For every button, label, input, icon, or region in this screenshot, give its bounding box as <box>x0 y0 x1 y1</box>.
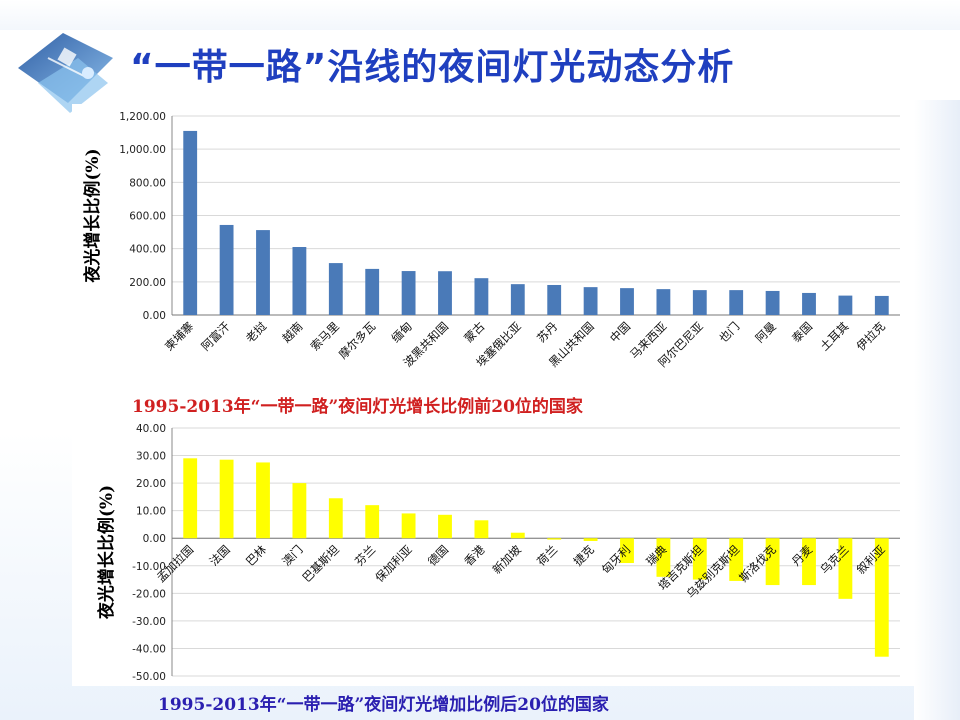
bottom-chart-caption: 1995-2013年“一带一路”夜间灯光增加比例后20位的国家 <box>158 695 609 715</box>
x-category-label: 香港 <box>461 542 488 569</box>
bar <box>874 538 889 657</box>
bar <box>547 284 562 315</box>
bar <box>583 287 598 315</box>
x-category-label: 蒙古 <box>461 319 487 345</box>
chart-panel-bottom: -50.00 -40.00 -30.00 -20.00 -10.00 0.00 10.00 2… <box>72 418 914 686</box>
bar <box>838 295 853 315</box>
bar <box>183 458 198 539</box>
y-axis-title: 夜光增长比例(%) <box>82 148 103 283</box>
bar <box>438 271 452 315</box>
y-tick-label: 30.00 <box>136 451 166 463</box>
bar <box>510 284 525 315</box>
y-tick-label: -30.00 <box>132 616 166 628</box>
x-category-label: 土耳其 <box>817 319 851 353</box>
y-tick-label: 10.00 <box>136 506 166 518</box>
bar <box>256 230 270 315</box>
x-category-label: 德国 <box>425 542 451 568</box>
y-tick-label: -50.00 <box>132 671 166 683</box>
bar <box>656 289 671 315</box>
top-bar-chart: 0.00 200.00 400.00 600.00 800.00 1,000.00 1,20… <box>82 111 900 370</box>
x-category-label: 澳门 <box>279 542 305 568</box>
y-axis-title: 夜光增长比例(%) <box>96 485 117 620</box>
x-category-label: 保加利亚 <box>372 542 414 584</box>
bar <box>219 459 234 539</box>
bar <box>292 247 307 315</box>
y-tick-label: 0.00 <box>143 310 166 322</box>
chart-panel-top: 0.00 200.00 400.00 600.00 800.00 1,000.00 1,20… <box>72 104 914 386</box>
x-category-label: 巴基斯坦 <box>299 542 342 585</box>
bar <box>692 290 707 315</box>
x-category-label: 老挝 <box>243 319 270 346</box>
top-chart-caption: 1995-2013年“一带一路”夜间灯光增长比例前20位的国家 <box>132 397 583 417</box>
x-category-label: 中国 <box>607 319 633 345</box>
bar <box>838 538 853 599</box>
x-category-label: 伊拉克 <box>854 319 889 354</box>
bar <box>365 268 380 315</box>
bar <box>874 295 889 315</box>
x-category-label: 巴林 <box>243 542 270 569</box>
y-tick-label: 1,000.00 <box>119 144 166 156</box>
bar <box>183 130 198 315</box>
y-tick-label: 1,200.00 <box>119 111 166 123</box>
bar <box>401 271 416 315</box>
x-category-label: 越南 <box>279 319 305 345</box>
bar <box>474 520 489 539</box>
x-category-label: 法国 <box>207 542 233 568</box>
bar <box>256 462 270 539</box>
bar <box>802 292 816 315</box>
bottom-bar-chart: -50.00 -40.00 -30.00 -20.00 -10.00 0.00 10.00 2… <box>96 423 900 683</box>
y-tick-label: -40.00 <box>132 643 166 655</box>
x-category-label: 新加坡 <box>490 542 525 577</box>
bar <box>292 483 307 539</box>
bar <box>401 513 416 539</box>
bar <box>547 538 562 540</box>
bar <box>729 290 744 315</box>
y-tick-label: 400.00 <box>129 244 166 256</box>
bar <box>438 514 452 539</box>
y-tick-label: 800.00 <box>129 177 166 189</box>
y-tick-label: 600.00 <box>129 211 166 223</box>
x-category-label: 柬埔寨 <box>162 319 197 354</box>
bar <box>219 224 234 315</box>
bar <box>583 538 598 541</box>
x-category-label: 阿曼 <box>753 319 779 345</box>
bar <box>510 532 525 539</box>
bar <box>802 538 816 586</box>
bar <box>765 290 780 315</box>
bar <box>365 505 380 539</box>
x-category-label: 泰国 <box>789 319 815 345</box>
y-tick-label: -20.00 <box>132 588 166 600</box>
satellite-globe-icon <box>8 28 128 118</box>
x-category-label: 索马里 <box>308 319 342 353</box>
x-category-label: 缅甸 <box>389 319 415 345</box>
x-category-label: 芬兰 <box>352 542 378 568</box>
x-category-label: 苏丹 <box>534 319 560 345</box>
bar <box>328 498 343 539</box>
bar <box>765 538 780 586</box>
x-category-label: 捷克 <box>571 542 598 569</box>
bar <box>474 278 489 315</box>
bar <box>692 538 707 580</box>
bar <box>656 538 671 577</box>
header-band <box>0 0 960 30</box>
bar <box>620 538 634 564</box>
y-tick-label: 0.00 <box>143 533 166 545</box>
page-title: “一带一路”沿线的夜间灯光动态分析 <box>130 47 735 88</box>
y-tick-label: -10.00 <box>132 561 166 573</box>
bar <box>620 288 634 315</box>
y-tick-label: 200.00 <box>129 277 166 289</box>
bar <box>729 538 744 581</box>
y-tick-label: 20.00 <box>136 478 166 490</box>
x-category-label: 阿富汗 <box>198 319 233 354</box>
y-tick-label: 40.00 <box>136 423 166 435</box>
x-category-label: 也门 <box>716 319 742 345</box>
x-category-label: 摩尔多瓦 <box>336 319 378 361</box>
decorative-right-band <box>914 100 960 720</box>
bar <box>328 263 343 315</box>
x-category-label: 荷兰 <box>534 542 560 568</box>
